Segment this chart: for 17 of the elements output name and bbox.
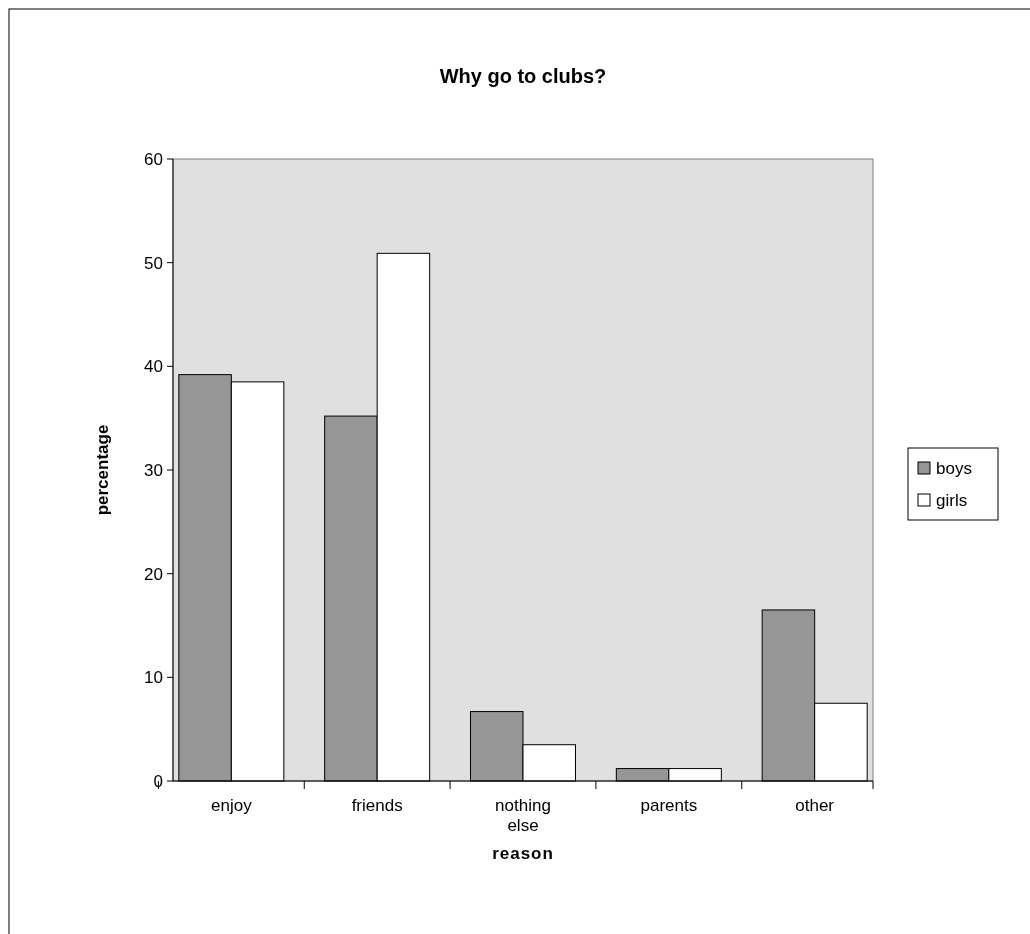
x-tick-label: other <box>795 796 835 815</box>
y-axis-title: percentage <box>93 424 112 516</box>
x-tick-label: nothing else <box>495 796 551 836</box>
y-tick-label: 50 <box>144 253 163 273</box>
y-tick-label: 60 <box>144 149 163 169</box>
legend-label: girls <box>936 490 968 510</box>
y-tick-label: 30 <box>144 460 163 480</box>
y-tick-label: 0 <box>153 771 163 791</box>
x-tick-label: enjoy <box>211 796 253 815</box>
legend-label: boys <box>936 458 972 478</box>
chart-title: Why go to clubs? <box>439 65 607 87</box>
x-tick-label: friends <box>351 796 403 815</box>
y-tick-label: 40 <box>144 357 163 377</box>
y-tick-label: 20 <box>144 564 163 584</box>
x-tick-label: parents <box>640 796 698 815</box>
x-axis-title: reason <box>492 844 554 863</box>
y-tick-label: 10 <box>144 668 163 688</box>
